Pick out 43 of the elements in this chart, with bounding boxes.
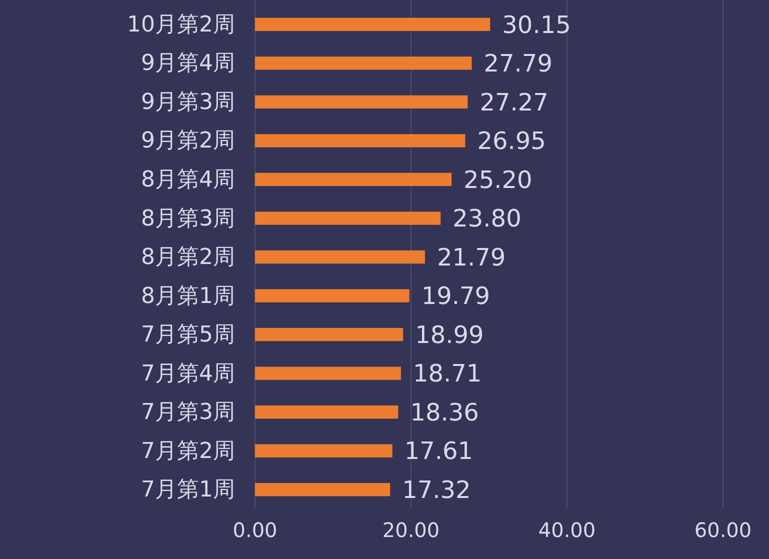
y-tick-label: 10月第2周	[127, 12, 235, 38]
bar	[255, 212, 441, 225]
y-tick-label: 7月第4周	[141, 361, 235, 386]
bar	[255, 95, 468, 109]
data-label: 21.79	[436, 243, 506, 272]
data-label: 27.79	[484, 50, 552, 78]
y-tick-label: 9月第3周	[141, 90, 235, 115]
x-tick-label: 0.00	[232, 518, 278, 542]
bar	[255, 405, 398, 419]
bar	[255, 366, 401, 380]
x-tick-label: 20.00	[382, 518, 440, 542]
bar	[255, 250, 425, 264]
bar	[255, 134, 466, 148]
y-tick-label: 8月第4周	[141, 168, 235, 192]
data-label: 18.99	[415, 320, 484, 349]
data-label: 26.95	[477, 127, 546, 156]
y-tick-label: 9月第4周	[141, 51, 235, 76]
bar	[255, 289, 410, 302]
y-tick-label: 9月第2周	[141, 128, 235, 154]
data-label: 17.61	[404, 437, 474, 466]
y-tick-label: 8月第2周	[141, 245, 235, 270]
data-label: 17.32	[402, 476, 471, 504]
data-label: 19.79	[421, 282, 490, 310]
bar	[255, 18, 490, 31]
data-label: 18.36	[410, 398, 479, 426]
bar	[255, 172, 452, 186]
data-label: 23.80	[452, 204, 522, 233]
y-tick-label: 7月第3周	[141, 400, 235, 426]
bar	[255, 444, 392, 458]
data-label: 25.20	[464, 166, 532, 194]
bar	[255, 328, 404, 342]
data-label: 27.27	[480, 88, 548, 116]
data-label: 30.15	[502, 10, 571, 39]
bar	[255, 56, 472, 70]
data-label: 18.71	[412, 360, 482, 388]
y-tick-label: 8月第1周	[141, 284, 235, 309]
bar	[255, 483, 390, 496]
y-tick-label: 7月第5周	[141, 322, 235, 348]
x-tick-label: 40.00	[538, 518, 596, 542]
y-tick-label: 7月第2周	[141, 438, 235, 464]
y-tick-label: 8月第3周	[141, 206, 235, 232]
y-tick-label: 7月第1周	[141, 478, 235, 503]
x-tick-label: 60.00	[694, 518, 752, 542]
